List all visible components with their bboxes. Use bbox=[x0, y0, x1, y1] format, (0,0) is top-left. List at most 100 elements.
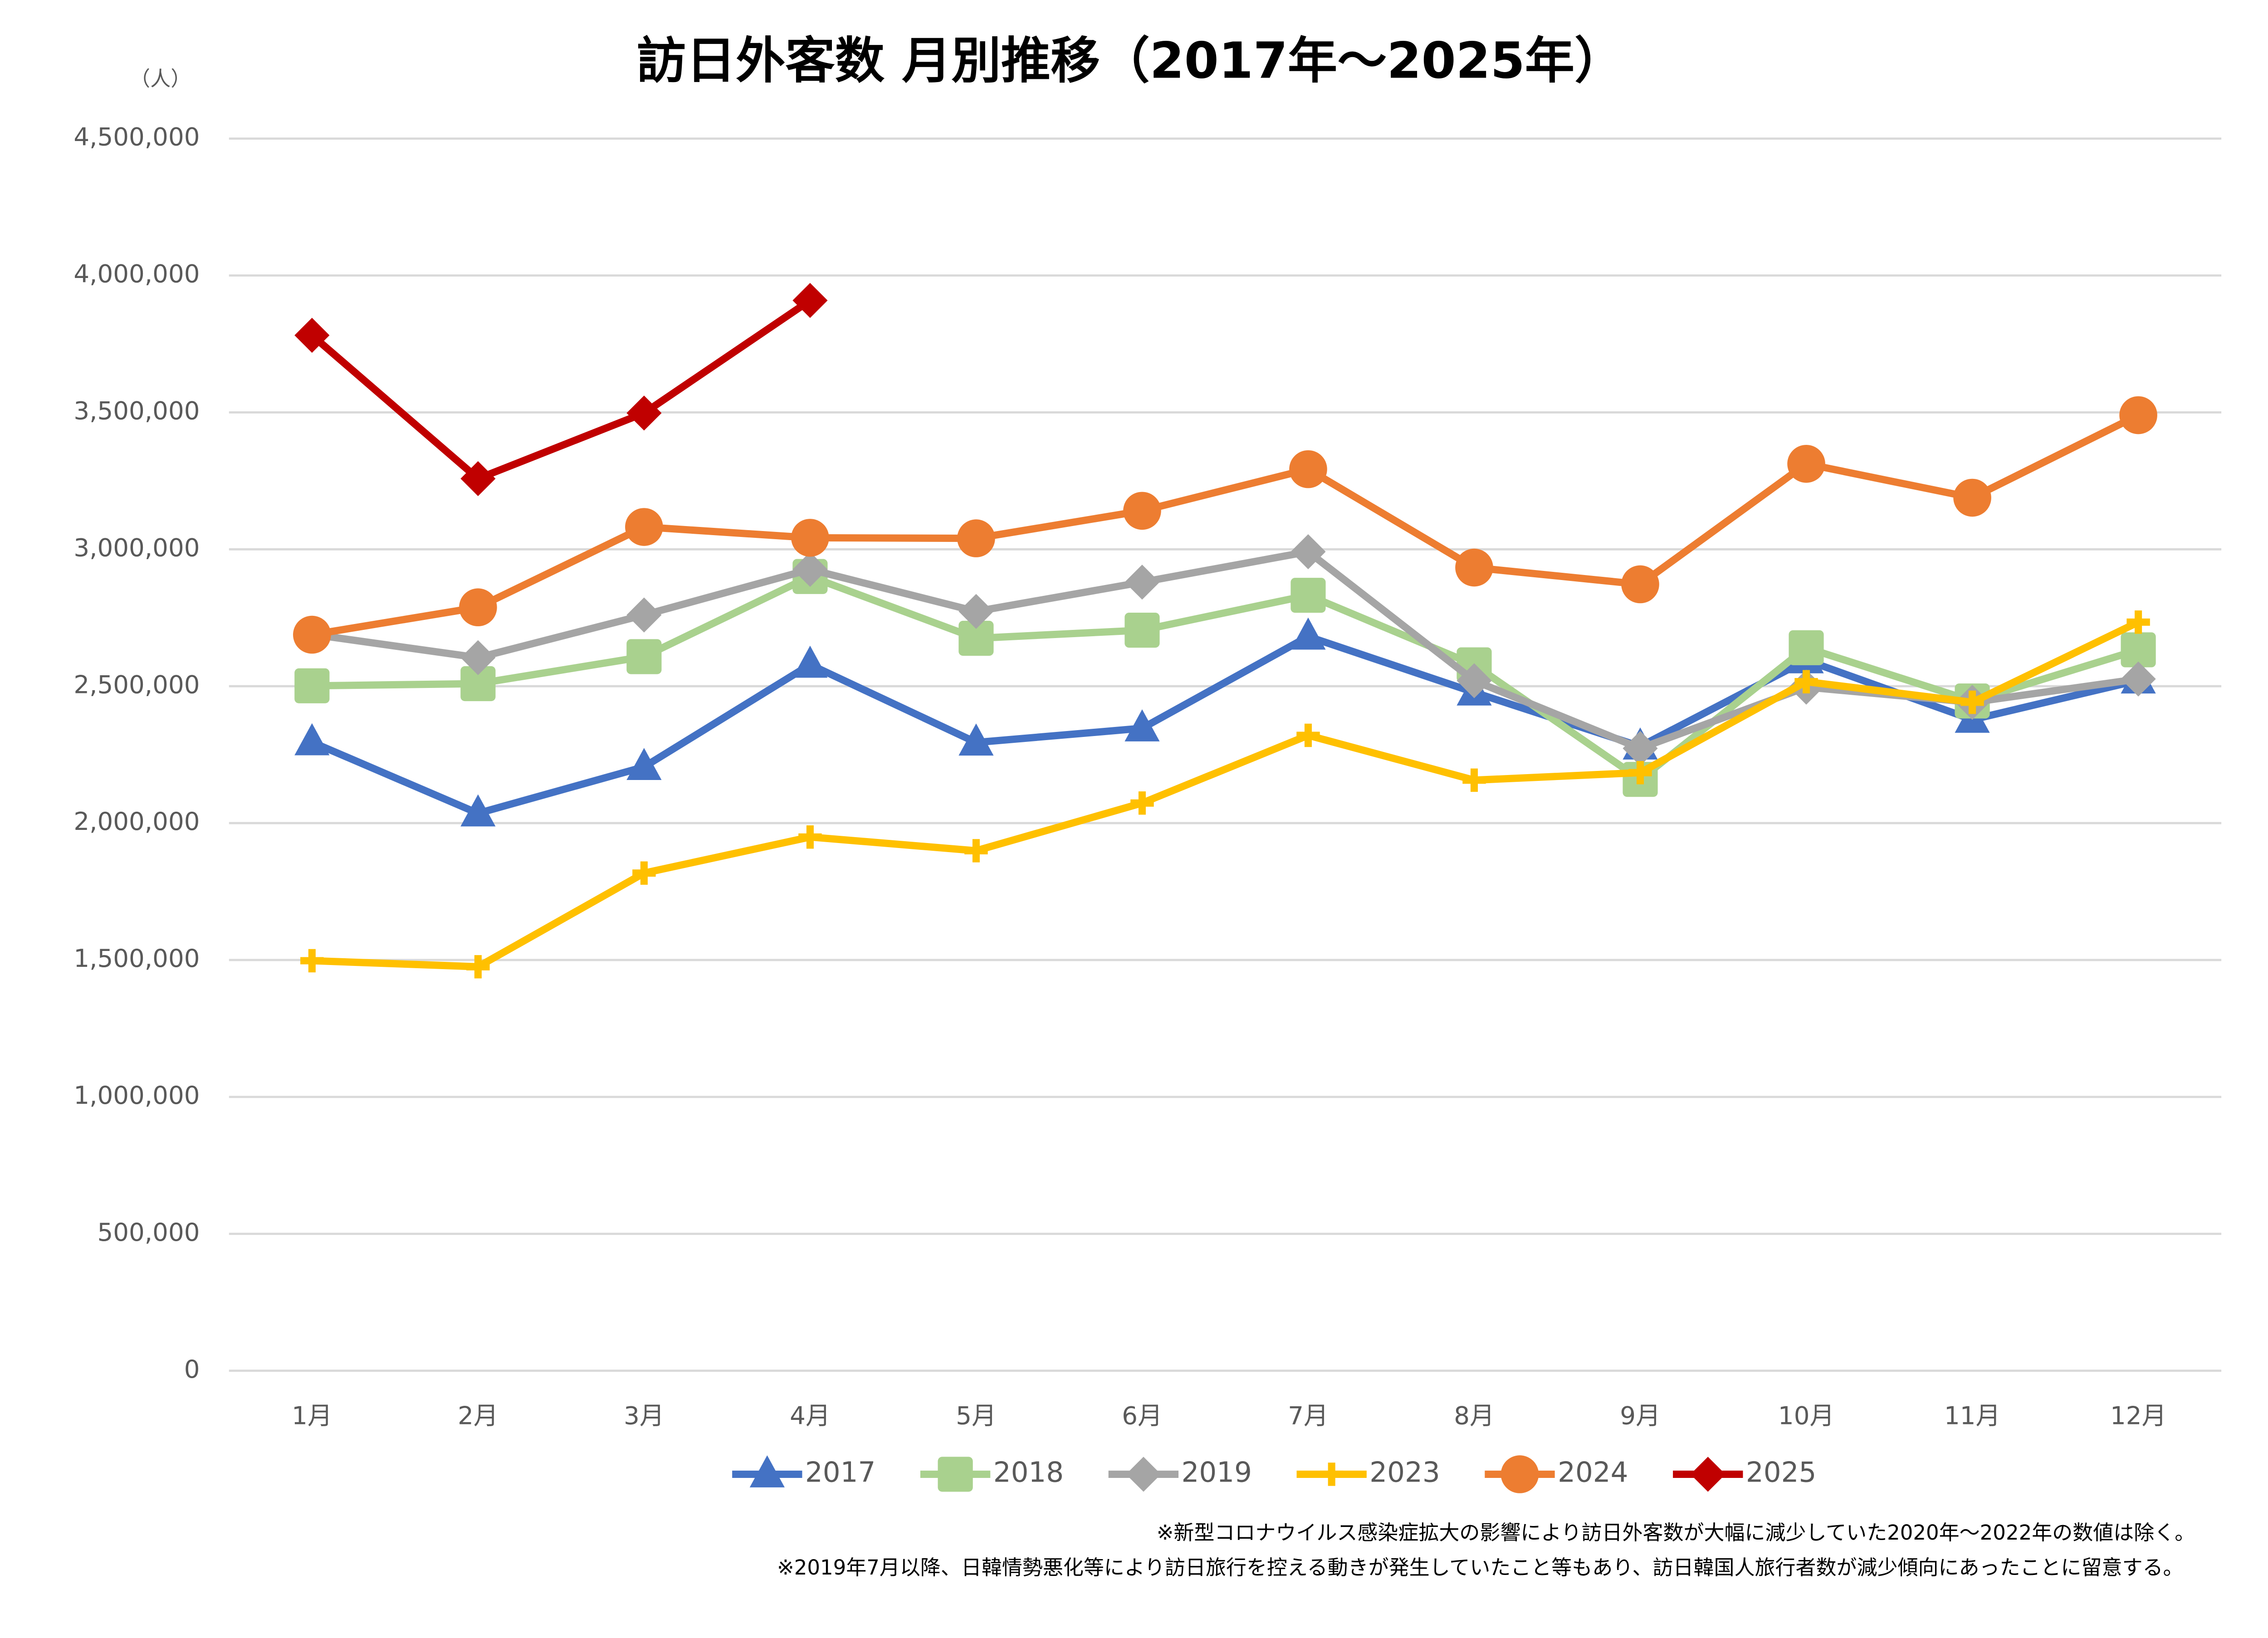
marker bbox=[293, 615, 331, 654]
marker bbox=[1621, 565, 1659, 604]
x-tick-label: 5月 bbox=[956, 1401, 996, 1430]
marker bbox=[1794, 670, 1818, 693]
y-tick-label: 2,000,000 bbox=[73, 807, 200, 836]
y-tick-label: 0 bbox=[184, 1355, 200, 1384]
marker bbox=[1130, 791, 1154, 815]
marker bbox=[938, 1457, 973, 1492]
marker bbox=[791, 519, 829, 557]
marker bbox=[1953, 478, 1991, 517]
marker bbox=[1623, 731, 1658, 766]
note: ※2019年7月以降、日韓情勢悪化等により訪日旅行を控える動きが発生していたこと… bbox=[777, 1555, 2183, 1580]
legend-label: 2017 bbox=[805, 1457, 875, 1489]
x-tick-label: 7月 bbox=[1288, 1401, 1328, 1430]
marker bbox=[2119, 396, 2157, 434]
y-tick-label: 1,000,000 bbox=[73, 1081, 200, 1110]
x-tick-label: 4月 bbox=[790, 1401, 830, 1430]
legend-label: 2025 bbox=[1746, 1457, 1816, 1489]
chart-title: 訪日外客数 月別推移（2017年～2025年） bbox=[637, 32, 1624, 89]
marker bbox=[294, 668, 330, 703]
marker bbox=[1124, 709, 1160, 741]
marker bbox=[957, 519, 995, 557]
marker bbox=[1455, 548, 1493, 587]
legend-label: 2018 bbox=[993, 1457, 1064, 1489]
marker bbox=[626, 748, 662, 780]
x-tick-label: 8月 bbox=[1454, 1401, 1494, 1430]
marker bbox=[625, 508, 663, 546]
x-tick-label: 1月 bbox=[292, 1401, 332, 1430]
marker bbox=[626, 395, 662, 431]
marker bbox=[792, 283, 828, 318]
x-tick-label: 9月 bbox=[1620, 1401, 1660, 1430]
series-line bbox=[312, 619, 2140, 970]
legend-label: 2023 bbox=[1369, 1457, 1440, 1489]
x-tick-label: 2月 bbox=[458, 1401, 498, 1430]
series bbox=[294, 283, 828, 497]
y-unit: （人） bbox=[130, 67, 191, 91]
marker bbox=[1123, 492, 1161, 530]
marker bbox=[1290, 534, 1326, 570]
marker bbox=[466, 955, 490, 979]
y-tick-label: 3,500,000 bbox=[73, 396, 200, 425]
y-tick-label: 1,500,000 bbox=[73, 944, 200, 973]
x-tick-label: 6月 bbox=[1122, 1401, 1162, 1430]
marker bbox=[1290, 617, 1326, 650]
marker bbox=[2126, 610, 2150, 634]
y-tick-label: 4,500,000 bbox=[73, 122, 200, 151]
marker bbox=[1960, 690, 1984, 714]
marker bbox=[958, 620, 994, 656]
marker bbox=[1126, 1457, 1161, 1492]
series bbox=[300, 610, 2150, 979]
marker bbox=[460, 640, 496, 675]
marker bbox=[632, 861, 656, 885]
marker bbox=[1296, 723, 1320, 747]
marker bbox=[459, 588, 497, 627]
series-line bbox=[310, 633, 2139, 817]
marker bbox=[1124, 565, 1160, 600]
marker bbox=[798, 825, 822, 849]
marker bbox=[749, 1455, 785, 1487]
marker bbox=[1690, 1457, 1725, 1492]
y-tick-label: 500,000 bbox=[97, 1218, 200, 1247]
marker bbox=[1290, 578, 1326, 613]
series-line bbox=[312, 573, 2140, 783]
marker bbox=[626, 639, 662, 674]
marker bbox=[792, 551, 828, 587]
marker bbox=[1787, 444, 1825, 483]
marker bbox=[626, 597, 662, 633]
series-line bbox=[309, 297, 812, 483]
marker bbox=[1289, 450, 1327, 488]
marker bbox=[300, 949, 324, 973]
x-tick-label: 10月 bbox=[1778, 1401, 1834, 1430]
marker bbox=[460, 794, 496, 827]
marker bbox=[294, 317, 330, 353]
marker bbox=[294, 723, 330, 756]
marker bbox=[460, 461, 496, 497]
x-tick-label: 12月 bbox=[2110, 1401, 2166, 1430]
marker bbox=[460, 666, 496, 702]
marker bbox=[1124, 613, 1160, 648]
y-tick-label: 3,000,000 bbox=[73, 533, 200, 562]
y-tick-label: 2,500,000 bbox=[73, 670, 200, 699]
marker bbox=[958, 594, 994, 629]
marker bbox=[1457, 663, 1492, 698]
marker bbox=[792, 645, 828, 678]
marker bbox=[1628, 761, 1652, 785]
marker bbox=[964, 839, 988, 863]
x-tick-label: 3月 bbox=[624, 1401, 664, 1430]
marker bbox=[1320, 1462, 1344, 1486]
marker bbox=[2121, 661, 2156, 697]
marker bbox=[958, 723, 994, 756]
marker bbox=[1501, 1455, 1539, 1493]
marker bbox=[2121, 632, 2156, 668]
note: ※新型コロナウイルス感染症拡大の影響により訪日外客数が大幅に減少していた2020… bbox=[1157, 1521, 2195, 1545]
y-tick-label: 4,000,000 bbox=[73, 259, 200, 288]
marker bbox=[1789, 630, 1824, 665]
series-line bbox=[311, 412, 2140, 639]
series-line bbox=[311, 548, 2139, 752]
legend-label: 2024 bbox=[1558, 1457, 1628, 1489]
legend-label: 2019 bbox=[1182, 1457, 1252, 1489]
x-tick-label: 11月 bbox=[1944, 1401, 2000, 1430]
series bbox=[293, 396, 2157, 654]
